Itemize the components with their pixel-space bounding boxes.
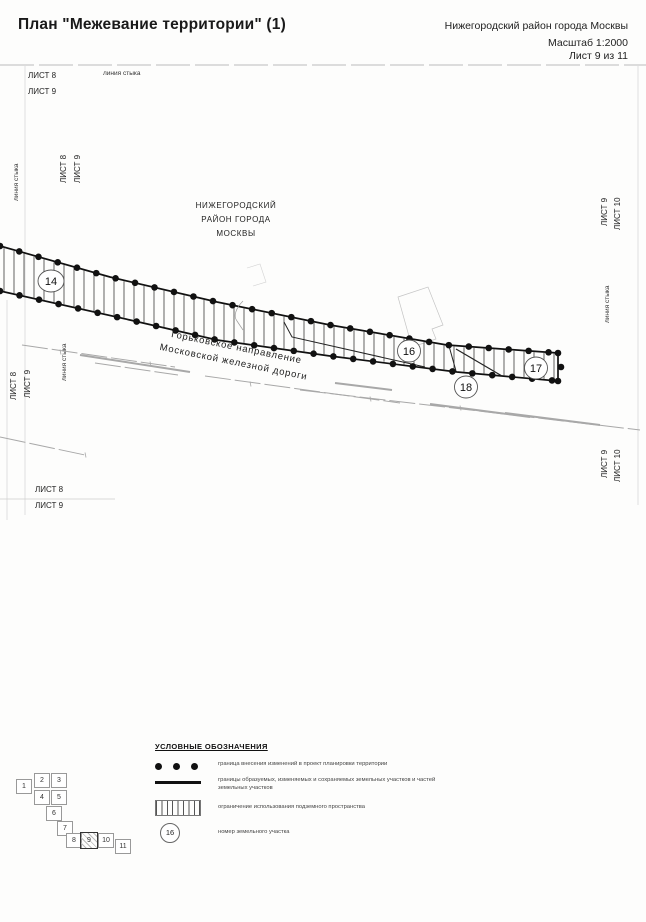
sheet-label-left-8: ЛИСТ 8 [59, 154, 68, 183]
sheet-index-box-1: 1 [16, 779, 32, 794]
svg-text:18: 18 [460, 382, 472, 394]
legend-item-label: ограничение использования подземного про… [218, 803, 366, 810]
legend-item-parcel-number: 16 номер земельного участка [155, 822, 485, 843]
sheet-label-lowerleft-8: ЛИСТ 8 [9, 371, 18, 400]
district-header: Нижегородский район города Москвы [444, 20, 628, 32]
parcel-number-circle-icon: 16 [155, 822, 218, 843]
seam-label-left: линия стыка [13, 163, 20, 201]
sheet-index-box-10: 10 [98, 833, 114, 848]
parcel-boundary-line-icon [155, 777, 218, 784]
legend: УСЛОВНЫЕ ОБОЗНАЧЕНИЯ граница внесения из… [155, 742, 485, 850]
sheet-index-box-6: 6 [46, 806, 62, 821]
sheet-label-righttop-9: ЛИСТ 9 [600, 197, 609, 226]
sheet-index-box-2: 2 [34, 773, 50, 788]
district-map-label-line1: НИЖЕГОРОДСКИЙ [195, 201, 277, 210]
sheet-number-label: Лист 9 из 11 [569, 50, 628, 62]
sheet-label-righttop-10: ЛИСТ 10 [613, 197, 622, 230]
district-map-label-line3: МОСКВЫ [216, 229, 256, 238]
legend-item-change-boundary: граница внесения изменений в проект план… [155, 761, 485, 770]
underground-restriction-hatch-icon [155, 799, 218, 816]
sheet-label-top-8: ЛИСТ 8 [28, 71, 57, 80]
legend-item-label: граница внесения изменений в проект план… [218, 761, 388, 767]
svg-text:17: 17 [530, 363, 542, 375]
parcel-numbers: 14 16 17 18 [37, 269, 548, 399]
seam-label-right: линия стыка [604, 285, 611, 323]
district-map-label-line2: РАЙОН ГОРОДА [201, 215, 271, 224]
parcel-division-lines [234, 300, 503, 377]
district-map-label: НИЖЕГОРОДСКИЙ РАЙОН ГОРОДА МОСКВЫ [166, 199, 306, 241]
sheet-label-top-9: ЛИСТ 9 [28, 87, 57, 96]
background-structures [246, 263, 444, 348]
sheet-index-box-3: 3 [51, 773, 67, 788]
sheet-label-left-9: ЛИСТ 9 [73, 154, 82, 183]
parcel-number-14: 14 [37, 269, 65, 293]
legend-item-label: границы образуемых, изменяемых и сохраня… [218, 777, 436, 791]
legend-item-label: номер земельного участка [218, 828, 290, 835]
parcel-number-16: 16 [397, 339, 421, 363]
sheet-index-box-7: 7 [57, 821, 73, 836]
legend-item-parcel-boundary: границы образуемых, изменяемых и сохраня… [155, 777, 485, 793]
sheet-index-box-5: 5 [51, 790, 67, 805]
parcel-number-sample: 16 [160, 822, 180, 843]
page-title: План "Межевание территории" (1) [18, 16, 286, 33]
parcel-number-18: 18 [454, 375, 478, 399]
parcel-number-17: 17 [524, 356, 548, 380]
legend-item-underground-restriction: ограничение использования подземного про… [155, 799, 485, 816]
sheet-label-bottomleft-8: ЛИСТ 8 [35, 485, 64, 494]
svg-text:16: 16 [403, 346, 415, 358]
sheet-label-rightbottom-10: ЛИСТ 10 [613, 449, 622, 482]
boundary-dots [0, 242, 565, 385]
scale-label: Масштаб 1:2000 [548, 37, 628, 49]
sheet-index-box-9: 9 [80, 832, 98, 849]
svg-text:14: 14 [45, 276, 57, 288]
seam-label-top: линия стыка [103, 70, 141, 77]
seam-label-lowerleft: линия стыка [61, 343, 68, 381]
sheet-index-box-11: 11 [115, 839, 131, 854]
sheet-label-rightbottom-9: ЛИСТ 9 [600, 449, 609, 478]
seam-lines [0, 64, 646, 520]
sheet-label-bottomleft-9: ЛИСТ 9 [35, 501, 64, 510]
railway-tracks [0, 344, 641, 458]
sheet-index-box-4: 4 [34, 790, 50, 805]
legend-title: УСЛОВНЫЕ ОБОЗНАЧЕНИЯ [155, 742, 268, 751]
band-hatch [3, 248, 555, 380]
sheet-label-lowerleft-9: ЛИСТ 9 [23, 369, 32, 398]
sheet-index-diagram: 1 2 3 4 5 6 7 8 9 10 11 [10, 765, 145, 860]
change-boundary-dots-icon [155, 761, 218, 770]
